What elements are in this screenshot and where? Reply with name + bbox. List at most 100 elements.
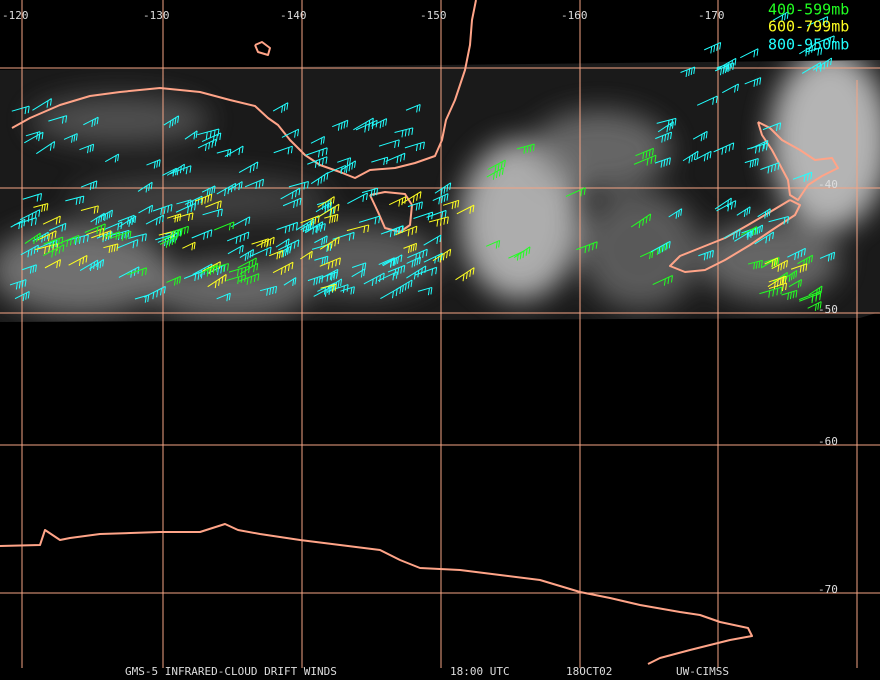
wind-barb — [516, 143, 535, 154]
wind-barb — [762, 122, 782, 132]
wind-barb — [163, 115, 180, 128]
longitude-label: -120 — [2, 9, 29, 22]
wind-barb — [19, 209, 41, 223]
wind-barb — [152, 203, 173, 216]
wind-barb — [680, 66, 696, 78]
wind-barb — [162, 167, 178, 177]
wind-barb — [456, 204, 475, 215]
wind-barb — [736, 206, 751, 217]
wind-barb — [377, 271, 398, 282]
wind-barb — [378, 139, 400, 149]
wind-barb — [66, 234, 89, 246]
wind-barb — [134, 294, 150, 303]
wind-barb — [137, 181, 153, 193]
wind-barb — [273, 145, 293, 155]
wind-barb — [417, 286, 433, 296]
wind-barb — [37, 239, 58, 251]
wind-barb — [280, 187, 301, 200]
wind-barb — [81, 180, 98, 191]
wind-barb — [166, 275, 182, 286]
wind-barb — [358, 215, 381, 225]
wind-barb — [576, 241, 598, 254]
wind-barb — [314, 235, 328, 246]
wind-barb — [713, 142, 735, 155]
wind-barb — [226, 274, 247, 284]
wind-barb — [90, 212, 105, 225]
wind-barb — [760, 162, 780, 174]
wind-barb — [310, 135, 325, 145]
wind-barb — [14, 290, 30, 302]
legend-entry: 400-599mb — [768, 1, 849, 19]
wind-barb — [143, 285, 166, 300]
wind-barb — [716, 200, 737, 212]
wind-barb — [259, 285, 278, 296]
wind-barb — [784, 270, 798, 282]
wind-barb — [197, 138, 217, 151]
wind-barb — [757, 208, 771, 219]
wind-barb — [22, 264, 37, 274]
wind-barb — [37, 230, 57, 242]
wind-barb — [434, 182, 452, 196]
wind-barb — [201, 132, 222, 144]
wind-barbs — [9, 11, 836, 312]
wind-barb — [300, 221, 315, 234]
wind-barb — [347, 192, 368, 204]
wind-barb — [202, 208, 223, 218]
wind-barb — [103, 221, 123, 231]
coastlines — [0, 0, 839, 665]
wind-barb — [346, 224, 370, 234]
wind-barb — [806, 16, 829, 27]
wind-barb — [272, 261, 294, 275]
wind-barb — [214, 221, 235, 231]
wind-barb — [317, 196, 335, 208]
wind-barb — [696, 95, 718, 106]
wind-barb — [633, 154, 657, 166]
wind-barb — [33, 203, 49, 212]
wind-barb — [819, 251, 836, 262]
wind-barb — [288, 180, 309, 190]
wind-barb — [96, 231, 113, 243]
wind-barb — [387, 264, 406, 277]
wind-barb — [251, 238, 270, 248]
wind-barb — [790, 263, 808, 273]
wind-barb — [380, 286, 402, 300]
wind-barb — [744, 77, 762, 87]
wind-barb — [207, 274, 227, 289]
wind-barb — [771, 259, 788, 272]
wind-barb — [200, 264, 218, 277]
wind-barb — [423, 234, 442, 246]
wind-barb — [103, 243, 119, 253]
longitude-label: -140 — [280, 9, 307, 22]
wind-barb — [227, 244, 244, 255]
wind-barb — [754, 231, 775, 245]
wind-barb — [414, 266, 438, 276]
wind-barb — [89, 259, 105, 271]
wind-barb — [635, 147, 654, 160]
wind-barb — [788, 279, 803, 288]
wind-barb — [405, 103, 421, 113]
wind-barb — [332, 119, 349, 131]
wind-barb — [117, 214, 135, 225]
wind-barb — [268, 249, 284, 260]
wind-barb — [166, 213, 182, 223]
wind-barb — [394, 127, 414, 138]
wind-barb — [704, 42, 722, 54]
wind-barb — [406, 256, 421, 268]
wind-barb — [314, 255, 329, 265]
wind-barb — [694, 150, 712, 162]
wind-barb — [813, 35, 835, 45]
wind-barb — [716, 57, 737, 70]
wind-barb — [216, 148, 232, 158]
wind-barb — [319, 268, 339, 282]
wind-barb — [401, 191, 422, 204]
wind-barb — [380, 225, 404, 238]
wind-barb — [486, 167, 504, 180]
wind-barb — [49, 222, 67, 232]
wind-barb — [24, 131, 44, 144]
wind-barb — [403, 242, 418, 254]
wind-barb — [237, 257, 257, 269]
wind-barb — [91, 230, 112, 241]
wind-barb — [764, 257, 779, 268]
tasmania-coast — [369, 191, 413, 233]
longitude-label: -150 — [420, 9, 447, 22]
